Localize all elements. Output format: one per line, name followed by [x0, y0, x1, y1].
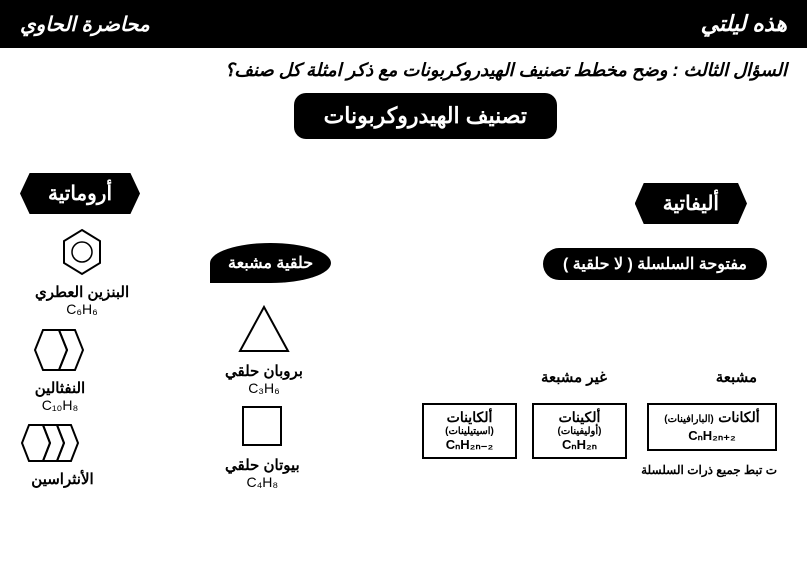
- subcategory-cyclic: حلقية مشبعة: [210, 243, 331, 283]
- cyclopropane-label: بروبان حلقي: [225, 362, 303, 380]
- alkynes-title: ألكاينات: [432, 409, 507, 426]
- molecule-cyclopropane: بروبان حلقي C₃H₆: [225, 303, 303, 396]
- molecule-naphthalene: النفثالين C₁₀H₈: [25, 328, 95, 413]
- cyclopropane-formula: C₃H₆: [225, 380, 303, 396]
- alkenes-title: ألكينات: [542, 409, 617, 426]
- molecule-anthracene: الأنثراسين: [15, 423, 110, 488]
- alkynes-sub: (اسيتيلينات): [432, 426, 507, 437]
- label-unsaturated: غير مشبعة: [541, 368, 607, 386]
- anthracene-icon: [15, 423, 110, 463]
- page-header: هذه ليلتي محاضرة الحاوي: [0, 0, 807, 48]
- main-title-banner: تصنيف الهيدروكربونات: [294, 93, 557, 139]
- benzene-icon: [61, 228, 103, 276]
- alkanes-title: ألكانات: [718, 409, 760, 425]
- naphthalene-icon: [25, 328, 95, 372]
- anthracene-label: الأنثراسين: [15, 470, 110, 488]
- benzene-formula: C₆H₆: [35, 301, 129, 317]
- naphthalene-formula: C₁₀H₈: [25, 397, 95, 413]
- alkanes-footer-note: ت تبط جميع ذرات السلسلة: [641, 463, 777, 477]
- molecule-benzene: البنزين العطري C₆H₆: [35, 228, 129, 317]
- naphthalene-label: النفثالين: [25, 379, 95, 397]
- benzene-label: البنزين العطري: [35, 283, 129, 301]
- subcategory-open-chain: مفتوحة السلسلة ( لا حلقية ): [543, 248, 767, 280]
- question-text: السؤال الثالث : وضح مخطط تصنيف الهيدروكر…: [0, 48, 807, 93]
- box-alkenes: ألكينات (أوليفينات) CₙH₂ₙ: [532, 403, 627, 459]
- category-aliphatic: أليفاتية: [635, 183, 747, 224]
- alkenes-formula: CₙH₂ₙ: [542, 437, 617, 453]
- box-alkanes: ألكانات (البارافينات) CₙH₂ₙ₊₂: [647, 403, 777, 451]
- triangle-icon: [234, 303, 294, 355]
- alkenes-sub: (أوليفينات): [542, 426, 617, 437]
- header-right-text: هذه ليلتي: [701, 11, 787, 37]
- alkanes-formula: CₙH₂ₙ₊₂: [688, 428, 736, 443]
- cyclobutane-label: بيوتان حلقي: [225, 456, 300, 474]
- header-left-text: محاضرة الحاوي: [20, 12, 150, 37]
- box-alkynes: ألكاينات (اسيتيلينات) CₙH₂ₙ₋₂: [422, 403, 517, 459]
- alkynes-formula: CₙH₂ₙ₋₂: [432, 437, 507, 453]
- square-icon: [239, 403, 285, 449]
- molecule-cyclobutane: بيوتان حلقي C₄H₈: [225, 403, 300, 490]
- category-aromatic: أروماتية: [20, 173, 140, 214]
- alkanes-sub: (البارافينات): [664, 414, 713, 425]
- cyclobutane-formula: C₄H₈: [225, 474, 300, 490]
- label-saturated: مشبعة: [716, 368, 757, 386]
